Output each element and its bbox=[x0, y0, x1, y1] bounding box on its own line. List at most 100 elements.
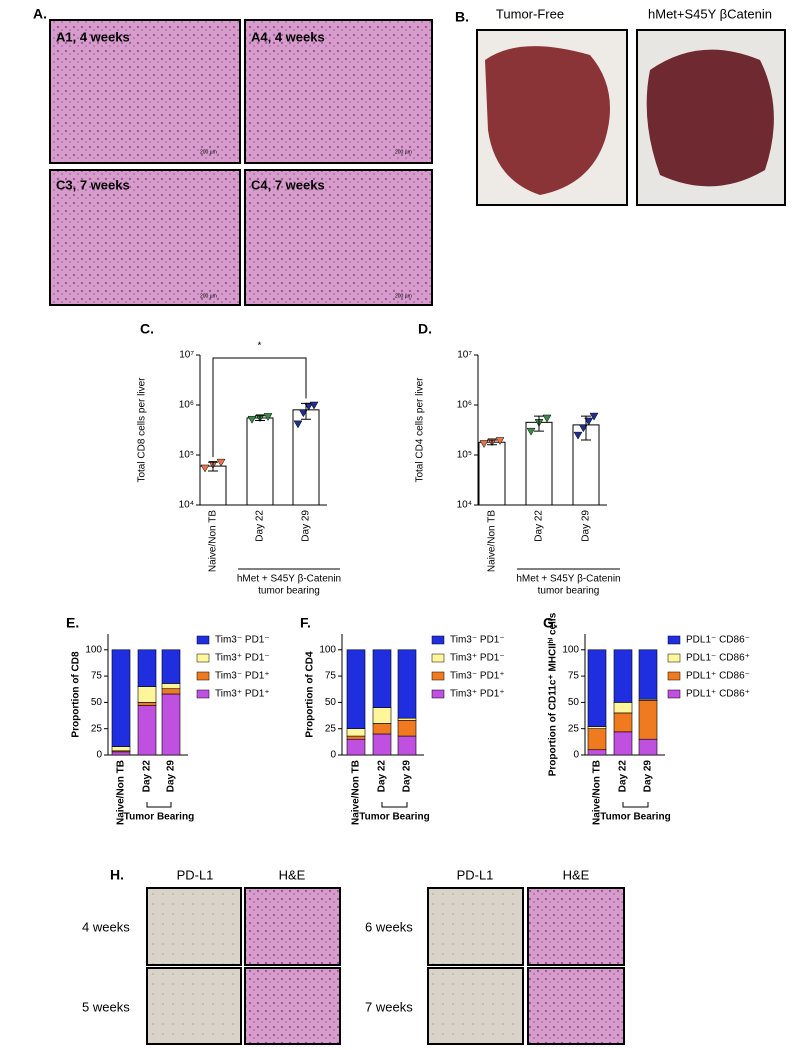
bar bbox=[525, 421, 553, 506]
y-tick-label: 75 bbox=[325, 671, 337, 682]
scale-bar: 200 µm bbox=[395, 293, 412, 299]
group-label: hMet + S45Y β-Catenin bbox=[237, 574, 341, 585]
bar-segment bbox=[638, 649, 658, 700]
legend-label: Tim3⁺ PD1⁺ bbox=[450, 689, 505, 700]
y-tick-label: 100 bbox=[85, 644, 102, 655]
image bbox=[146, 967, 242, 1045]
x-tick-label: Naive/Non TB bbox=[208, 510, 219, 572]
y-tick-label: 25 bbox=[91, 723, 103, 734]
legend-label: PDL1⁺ CD86⁺ bbox=[686, 689, 750, 700]
point bbox=[247, 415, 257, 424]
group-label: Tumor Bearing bbox=[359, 812, 429, 823]
point bbox=[578, 424, 588, 433]
column-label: H&E bbox=[563, 867, 590, 882]
bar-segment bbox=[137, 686, 157, 703]
y-tick-label: 50 bbox=[325, 697, 337, 708]
y-tick-label: 50 bbox=[568, 697, 580, 708]
bar-segment bbox=[397, 717, 417, 721]
bar-segment bbox=[111, 746, 131, 752]
image bbox=[427, 967, 524, 1045]
y-tick-label: 10⁶ bbox=[179, 400, 194, 411]
group-bracket bbox=[381, 802, 408, 808]
group-label: tumor bearing bbox=[258, 586, 320, 597]
bar-segment bbox=[161, 693, 181, 756]
group-label: hMet + S45Y β-Catenin bbox=[516, 574, 620, 585]
y-tick-label: 75 bbox=[568, 671, 580, 682]
bar-segment bbox=[613, 712, 633, 733]
legend-swatch bbox=[196, 689, 210, 699]
bar-segment bbox=[372, 707, 392, 724]
bar bbox=[199, 465, 227, 506]
legend-swatch bbox=[667, 635, 681, 645]
x-tick-label: Day 22 bbox=[618, 760, 629, 793]
y-tick-label: 10⁴ bbox=[179, 500, 194, 511]
legend-swatch bbox=[196, 635, 210, 645]
error-bar bbox=[534, 415, 544, 432]
legend-swatch bbox=[667, 689, 681, 699]
liver-shape bbox=[485, 46, 610, 195]
group-label: tumor bearing bbox=[538, 586, 600, 597]
y-tick-label: 10⁴ bbox=[457, 500, 472, 511]
y-tick-label: 10⁷ bbox=[457, 350, 472, 361]
image bbox=[244, 887, 341, 966]
point bbox=[479, 440, 489, 448]
y-tick-label: 10⁷ bbox=[179, 350, 194, 361]
y-tick-label: 0 bbox=[573, 750, 579, 761]
x-tick-label: Naive/Non TB bbox=[592, 760, 603, 825]
image bbox=[427, 887, 524, 966]
group-bracket bbox=[622, 802, 649, 808]
image-label: C4, 7 weeks bbox=[251, 177, 325, 192]
bar-segment bbox=[372, 733, 392, 756]
point bbox=[309, 401, 319, 410]
scale-bar: 200 µm bbox=[395, 149, 412, 155]
image-label: C3, 7 weeks bbox=[56, 177, 130, 192]
bar-segment bbox=[111, 751, 131, 756]
scale-bar: 200 µm bbox=[200, 149, 217, 155]
panel-label: A. bbox=[33, 6, 47, 22]
image-label: Tumor-Free bbox=[496, 6, 564, 21]
panel-label: E. bbox=[66, 615, 79, 631]
y-axis-label: Proportion of CD11c⁺ MHCIIʰⁱ cells bbox=[547, 612, 559, 776]
image-label: A1, 4 weeks bbox=[56, 29, 130, 44]
y-tick-label: 10⁵ bbox=[457, 450, 472, 461]
legend-label: Tim3⁺ PD1⁻ bbox=[450, 653, 505, 664]
row-label: 6 weeks bbox=[365, 919, 413, 934]
legend-label: Tim3⁺ PD1⁺ bbox=[215, 689, 270, 700]
bar-segment bbox=[346, 728, 366, 737]
y-axis-label: Total CD4 cells per liver bbox=[415, 377, 426, 483]
image bbox=[244, 169, 433, 306]
bar-segment bbox=[397, 719, 417, 737]
y-axis-label: Proportion of CD8 bbox=[71, 651, 82, 738]
legend-swatch bbox=[667, 671, 681, 681]
legend-label: PDL1⁺ CD86⁻ bbox=[686, 671, 750, 682]
y-tick-label: 25 bbox=[568, 723, 580, 734]
x-tick-label: Day 29 bbox=[581, 510, 592, 542]
bar-segment bbox=[161, 683, 181, 690]
bar-segment bbox=[638, 699, 658, 740]
panel-label: F. bbox=[300, 615, 311, 631]
bar-segment bbox=[613, 649, 633, 703]
bar-segment bbox=[587, 728, 607, 751]
y-tick-label: 10⁶ bbox=[457, 400, 472, 411]
bar-segment bbox=[111, 649, 131, 747]
point bbox=[495, 437, 505, 446]
x-tick-label: Day 22 bbox=[142, 760, 153, 793]
x-tick-label: Naive/Non TB bbox=[487, 510, 498, 572]
bar-segment bbox=[397, 649, 417, 719]
image bbox=[527, 887, 625, 966]
row-label: 7 weeks bbox=[365, 999, 413, 1014]
point bbox=[298, 409, 308, 418]
image-label: hMet+S45Y βCatenin bbox=[648, 6, 772, 21]
panel-label: G. bbox=[543, 615, 558, 631]
bar-segment bbox=[346, 735, 366, 740]
point bbox=[573, 431, 583, 440]
bar-segment bbox=[372, 649, 392, 708]
legend-swatch bbox=[431, 689, 445, 699]
group-label: Tumor Bearing bbox=[124, 812, 194, 823]
panel-label: D. bbox=[418, 321, 432, 337]
panel-label: C. bbox=[140, 321, 154, 337]
x-tick-label: Day 29 bbox=[643, 760, 654, 793]
bar-segment bbox=[613, 702, 633, 714]
annotation: * bbox=[258, 341, 262, 352]
